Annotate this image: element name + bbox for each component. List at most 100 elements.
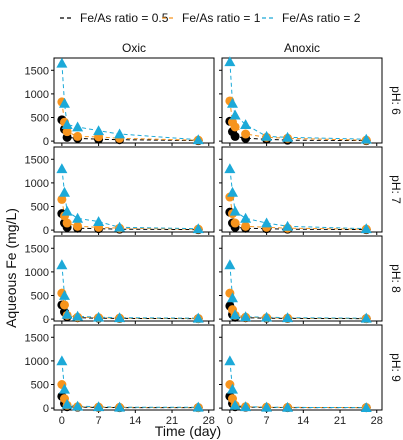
data-point-r2: [114, 221, 126, 232]
data-point-r2: [61, 308, 73, 319]
y-tick-label: 500: [31, 202, 49, 214]
x-tick-label: 28: [371, 415, 383, 427]
data-point-r2: [226, 186, 238, 197]
data-point-r2: [240, 212, 252, 223]
y-tick-label: 1500: [25, 154, 49, 166]
x-tick-label: 14: [297, 415, 309, 427]
data-point-r2: [114, 312, 126, 323]
y-tick-label: 1000: [25, 89, 49, 101]
data-point-r2: [192, 312, 204, 323]
data-point-r2: [261, 311, 273, 322]
y-tick-label: 1500: [25, 65, 49, 77]
x-tick-label: 0: [227, 415, 233, 427]
data-point-r1: [241, 221, 251, 231]
y-tick-label: 0: [43, 403, 49, 415]
data-point-r1: [62, 218, 72, 228]
data-point-r2: [226, 383, 238, 394]
row-label-ph-8: pH: 8: [389, 264, 403, 293]
panel-ph-6-anoxic: [219, 56, 383, 146]
data-point-r2: [229, 109, 241, 120]
data-point-r1: [230, 122, 240, 132]
data-point-r2: [261, 217, 273, 228]
data-point-r2: [72, 212, 84, 223]
data-point-r2: [93, 401, 105, 412]
data-point-r2: [56, 355, 68, 366]
data-point-r2: [61, 119, 73, 129]
panel-frame: [221, 235, 383, 322]
row-label-ph-9: pH: 9: [389, 353, 403, 382]
panel-ph-7-anoxic: [219, 146, 383, 235]
data-point-r2: [114, 128, 126, 139]
panel-ph-8-oxic: 0 500 1000 1500: [25, 235, 215, 326]
data-point-r2: [282, 312, 294, 323]
data-point-r2: [282, 131, 294, 142]
data-point-r2: [192, 401, 204, 412]
data-point-r2: [240, 119, 252, 129]
data-point-r05: [230, 131, 240, 141]
legend: Fe/As ratio = 0.5 Fe/As ratio = 1 Fe/As ra…: [60, 11, 361, 25]
panel-ph-7-oxic: 0 500 1000 1500: [25, 146, 215, 237]
data-point-r2: [192, 223, 204, 234]
data-point-r1: [59, 300, 69, 310]
data-point-r2: [61, 398, 73, 409]
data-point-r2: [72, 400, 84, 411]
y-tick-label: 0: [43, 225, 49, 237]
data-point-r2: [226, 292, 238, 303]
data-point-r2: [261, 130, 273, 141]
data-point-r2: [282, 220, 294, 231]
data-point-r2: [114, 401, 126, 412]
panel-frame: [53, 324, 215, 411]
data-point-r2: [360, 312, 372, 323]
data-point-r2: [261, 401, 273, 412]
data-point-r2: [61, 205, 73, 216]
panel-frame: [53, 235, 215, 322]
data-point-r2: [72, 310, 84, 321]
data-point-r1: [230, 218, 240, 228]
data-point-r2: [229, 309, 241, 320]
data-point-r2: [360, 133, 372, 144]
x-axis-title: Time (day): [155, 423, 221, 439]
legend-label-r1: Fe/As ratio = 1: [182, 11, 261, 25]
y-tick-label: 500: [31, 380, 49, 392]
data-point-r2: [224, 259, 236, 270]
panel-ph-8-anoxic: [219, 235, 383, 324]
x-tick-label: 14: [129, 415, 141, 427]
data-point-r2: [58, 290, 70, 300]
y-tick-label: 0: [43, 136, 49, 148]
data-point-r2: [240, 311, 252, 322]
data-point-r2: [58, 97, 70, 108]
data-point-r1: [241, 129, 251, 139]
y-tick-label: 1000: [25, 267, 49, 279]
data-point-r2: [58, 186, 70, 197]
data-point-r2: [229, 205, 241, 216]
row-label-ph-6: pH: 6: [389, 86, 403, 115]
column-label-anoxic: Anoxic: [284, 41, 320, 55]
panel-ph-9-anoxic: 0 7 14 21 28: [219, 324, 383, 427]
legend-label-r2: Fe/As ratio = 2: [282, 11, 361, 25]
row-label-ph-7: pH: 7: [389, 175, 403, 204]
data-point-r2: [93, 216, 105, 227]
column-labels: Oxic Anoxic: [122, 41, 320, 55]
x-tick-label: 21: [334, 415, 346, 427]
panel-frame: [53, 57, 215, 144]
y-tick-label: 1500: [25, 243, 49, 255]
data-point-r2: [93, 311, 105, 322]
y-tick-label: 500: [31, 291, 49, 303]
data-point-r2: [192, 134, 204, 145]
data-point-r2: [240, 401, 252, 412]
data-point-r2: [93, 125, 105, 136]
panel-frame: [53, 146, 215, 233]
panel-frame: [221, 146, 383, 233]
panel-frame: [221, 324, 383, 411]
data-point-r2: [56, 163, 68, 174]
y-axis-title: Aqueous Fe (mg/L): [3, 208, 19, 328]
data-point-r2: [226, 97, 238, 108]
panel-ph-9-oxic: 0 7 14 21 28 0 500 1000 1500: [25, 324, 215, 427]
y-tick-label: 1000: [25, 178, 49, 190]
data-point-r2: [360, 223, 372, 234]
data-point-r2: [224, 56, 236, 67]
legend-label-r05: Fe/As ratio = 0.5: [80, 11, 169, 25]
data-point-r2: [360, 402, 372, 413]
panels: pH: 6 0 500 1000 1500 pH: 7 0 500 1000 1500 pH: 8 0…: [25, 56, 403, 427]
